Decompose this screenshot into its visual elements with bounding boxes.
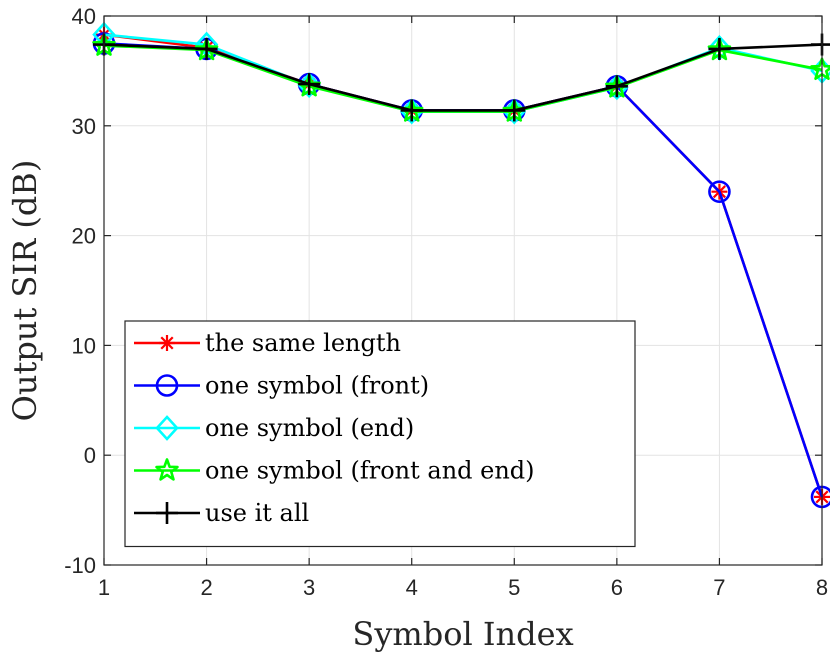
legend-entry: one symbol (front) (134, 372, 429, 400)
legend-label: one symbol (front) (205, 372, 429, 400)
y-tick-label: 10 (72, 333, 96, 358)
legend-label: use it all (205, 499, 309, 527)
legend: the same length one symbol (front) one sym… (124, 320, 636, 548)
x-tick-label: 4 (406, 575, 418, 600)
x-tick-label: 7 (713, 575, 725, 600)
legend-entry: one symbol (end) (134, 414, 414, 442)
plus-marker (605, 75, 628, 98)
plus-marker (195, 37, 218, 60)
legend-label: the same length (205, 329, 401, 357)
legend-plus-marker (156, 502, 178, 524)
circle-marker (708, 180, 731, 203)
plus-marker (708, 37, 731, 60)
legend-star-marker (155, 458, 179, 481)
legend-asterisk-marker (159, 335, 175, 351)
series-line (103, 43, 823, 112)
y-tick-label: -10 (64, 553, 96, 578)
legend-entry: one symbol (front and end) (134, 457, 535, 485)
x-tick-label: 5 (508, 575, 520, 600)
plus-marker (503, 99, 526, 122)
legend-diamond-marker (155, 415, 179, 441)
y-tick-label: 0 (84, 443, 96, 468)
legend-entry: use it all (134, 499, 309, 527)
series-layer (92, 21, 830, 509)
x-tick-label: 8 (816, 575, 828, 600)
plus-marker (400, 99, 423, 122)
legend-entry: the same length (134, 329, 401, 357)
legend-label: one symbol (front and end) (205, 457, 535, 485)
legend-box (124, 320, 636, 548)
y-tick-label: 30 (72, 114, 96, 139)
plus-marker (298, 73, 321, 96)
tick-labels: 1 2 3 4 5 6 7 8 -10 0 10 20 30 40 (64, 4, 828, 600)
asterisk-marker-d2 (160, 336, 174, 350)
y-tick-label: 40 (72, 4, 96, 29)
legend-label: one symbol (end) (205, 414, 414, 442)
x-tick-label: 6 (611, 575, 623, 600)
x-tick-label: 3 (303, 575, 315, 600)
legend-circle-marker (155, 374, 179, 397)
ticks (103, 15, 823, 566)
y-tick-label: 20 (72, 224, 96, 249)
x-tick-label: 1 (98, 575, 110, 600)
plot-frame (103, 15, 823, 566)
x-tick-label: 2 (200, 575, 212, 600)
x-axis-label: Symbol Index (352, 615, 573, 653)
y-axis-label: Output SIR (dB) (6, 160, 44, 422)
